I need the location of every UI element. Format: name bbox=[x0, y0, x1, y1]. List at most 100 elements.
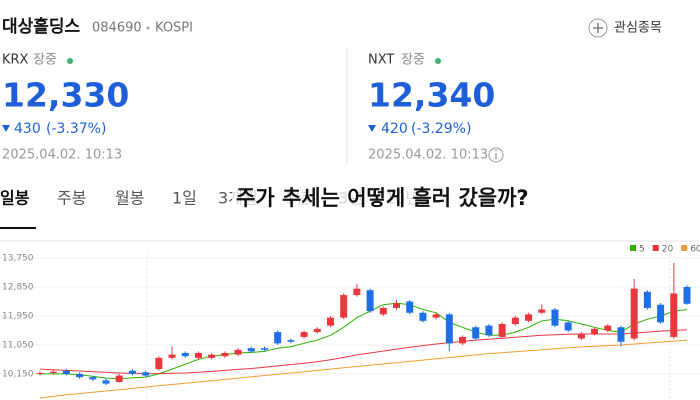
candle-body bbox=[287, 340, 295, 342]
candle-body bbox=[393, 303, 401, 308]
candle-body bbox=[379, 307, 387, 315]
candle-body bbox=[538, 309, 546, 313]
status: 장중 bbox=[33, 53, 57, 68]
change-pct: (-3.37%) bbox=[46, 121, 106, 137]
candle-body bbox=[657, 304, 665, 323]
info-circle[interactable] bbox=[488, 147, 504, 163]
market: KOSPI bbox=[155, 21, 193, 36]
period-tab[interactable]: 일봉 bbox=[0, 189, 30, 208]
down-arrow bbox=[2, 125, 10, 132]
period-tab[interactable]: 1일 bbox=[172, 189, 197, 208]
watch-label[interactable]: 관심종목 bbox=[614, 21, 662, 36]
venue: KRX bbox=[2, 53, 29, 68]
time: 2025.04.02. 10:13 bbox=[368, 148, 488, 163]
legend-label: 5 bbox=[639, 245, 645, 255]
candle-body bbox=[353, 288, 361, 296]
candle-body bbox=[459, 336, 467, 344]
candle-body bbox=[630, 288, 638, 339]
banner-bg bbox=[232, 183, 605, 216]
quote-krx: KRX 장중 12,330 430 (-3.37%) 2025.04.02. 1… bbox=[2, 53, 129, 163]
candle-body bbox=[340, 295, 348, 318]
watch-button[interactable]: 관심종목 bbox=[588, 18, 662, 38]
candle-body bbox=[89, 377, 97, 380]
candle-body bbox=[525, 314, 533, 321]
separator-dot bbox=[146, 26, 150, 30]
moving-average-line bbox=[39, 329, 688, 375]
y-tick-label: 11,050 bbox=[2, 340, 34, 350]
live-dot bbox=[67, 58, 73, 64]
candle-body bbox=[643, 291, 651, 308]
candle-body bbox=[115, 375, 123, 382]
candle-body bbox=[313, 328, 321, 333]
stock-name: 대상홀딩스 bbox=[2, 16, 81, 37]
candle-body bbox=[564, 322, 572, 331]
candle-body bbox=[221, 353, 229, 357]
period-tab[interactable]: 주봉 bbox=[57, 189, 86, 208]
status: 장중 bbox=[401, 53, 425, 68]
period-tab[interactable]: 월봉 bbox=[115, 189, 144, 208]
candle-body bbox=[498, 324, 506, 337]
candle-body bbox=[247, 348, 255, 352]
candle-body bbox=[591, 328, 599, 334]
y-tick-label: 13,750 bbox=[2, 254, 34, 264]
plus-icon bbox=[588, 18, 608, 38]
candle-body bbox=[62, 370, 70, 374]
candle-body bbox=[260, 348, 268, 350]
candle-body bbox=[683, 287, 691, 304]
change: 420 bbox=[381, 121, 408, 137]
candle-body bbox=[155, 357, 163, 370]
candle-body bbox=[419, 312, 427, 321]
candle-body bbox=[300, 332, 308, 337]
candle-body bbox=[234, 349, 242, 355]
legend-swatch bbox=[630, 245, 636, 251]
candle-body bbox=[472, 327, 480, 339]
candle-body bbox=[485, 325, 493, 336]
candle-body bbox=[274, 332, 282, 344]
candle-body bbox=[617, 327, 625, 342]
candle-body bbox=[326, 317, 334, 326]
candle-body bbox=[36, 372, 44, 374]
down-arrow bbox=[368, 125, 376, 132]
y-tick-label: 10,150 bbox=[2, 369, 34, 379]
change: 430 bbox=[14, 121, 41, 137]
change-pct: (-3.29%) bbox=[411, 121, 471, 137]
candle-body bbox=[432, 314, 440, 318]
price: 12,330 bbox=[2, 76, 129, 115]
banner: 주가 추세는 어떻게 흘러 갔을까? bbox=[236, 186, 529, 210]
candle-body bbox=[670, 293, 678, 337]
live-dot bbox=[435, 58, 441, 64]
candle-body bbox=[142, 372, 150, 376]
candlestick-chart: 13,750 12,850 11,950 11,050 10,150 5 20 60 bbox=[0, 245, 700, 399]
price: 12,340 bbox=[368, 76, 495, 115]
candle-body bbox=[406, 301, 414, 313]
candle-body bbox=[181, 353, 189, 357]
candle-body bbox=[102, 380, 110, 384]
quote-nxt: NXT 장중 12,340 420 (-3.29%) 2025.04.02. 1… bbox=[368, 53, 504, 163]
legend-swatch bbox=[681, 245, 688, 251]
candle-body bbox=[604, 325, 612, 331]
venue: NXT bbox=[368, 53, 394, 68]
stock-code: 084690 bbox=[92, 21, 142, 36]
moving-average-line bbox=[39, 339, 688, 399]
candle-body bbox=[551, 309, 559, 326]
info-dot bbox=[495, 149, 497, 152]
moving-average-line bbox=[40, 302, 688, 380]
candle-body bbox=[366, 290, 374, 312]
candle-body bbox=[208, 354, 216, 358]
info-icon[interactable] bbox=[488, 147, 504, 163]
legend-label: 20 bbox=[662, 245, 674, 255]
candle-body bbox=[76, 373, 84, 378]
time: 2025.04.02. 10:13 bbox=[2, 148, 122, 163]
candle-body bbox=[577, 333, 585, 339]
legend-swatch bbox=[652, 245, 659, 251]
candle-body bbox=[168, 354, 176, 358]
candle-body bbox=[128, 370, 136, 374]
y-tick-label: 11,950 bbox=[2, 311, 34, 321]
y-tick-label: 12,850 bbox=[2, 283, 34, 293]
legend-label: 60 bbox=[690, 245, 700, 255]
candle-body bbox=[49, 371, 57, 373]
candle-body bbox=[511, 317, 519, 325]
candle-body bbox=[194, 353, 202, 358]
